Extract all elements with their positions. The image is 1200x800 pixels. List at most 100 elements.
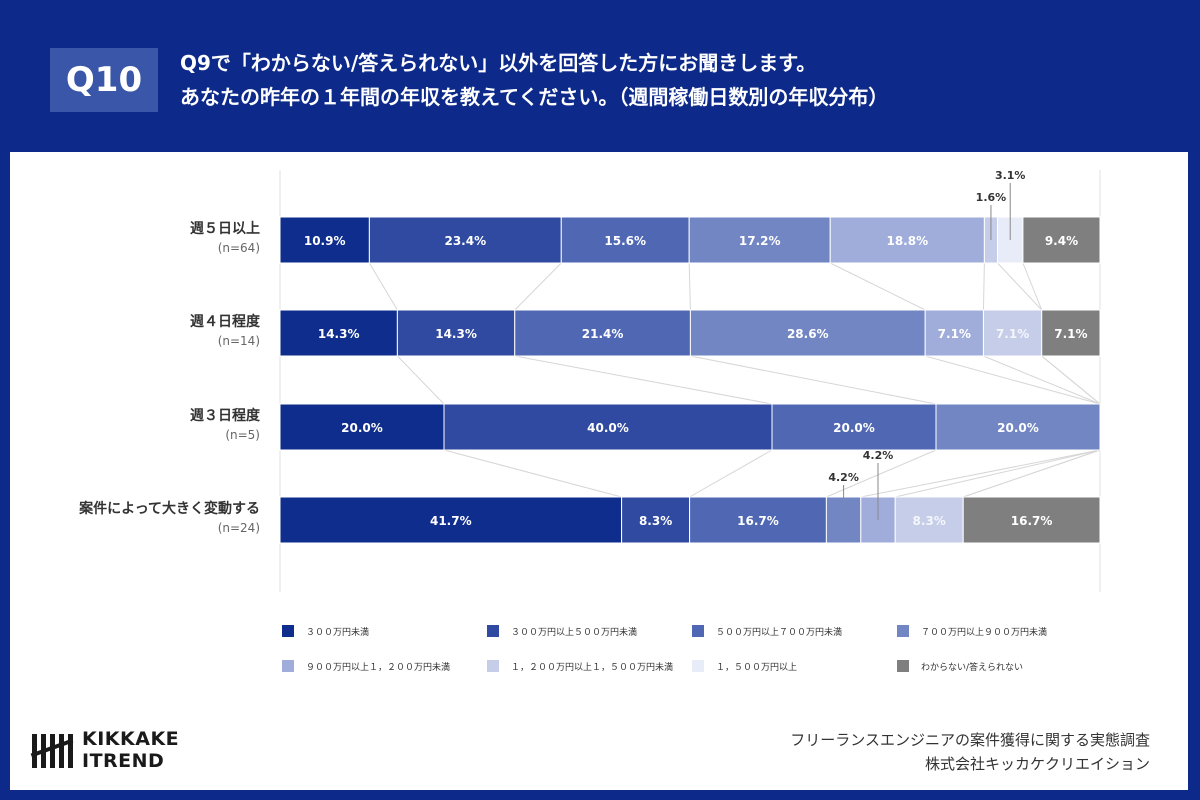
question-text: Q9で「わからない/答えられない」以外を回答した方にお聞きします。 あなたの昨年…	[180, 46, 1160, 114]
bar-value-label: 1.6%	[976, 191, 1007, 204]
connector-line	[689, 449, 773, 498]
bar-segment	[396, 309, 516, 357]
bar-segment	[514, 309, 691, 357]
connector-line	[895, 449, 1101, 498]
bar-value-label: 21.4%	[582, 327, 624, 341]
legend-swatch	[487, 660, 499, 672]
category-n-label: (n=64)	[218, 241, 260, 255]
bar-segment	[1022, 216, 1101, 264]
legend-swatch	[897, 660, 909, 672]
bar-segment	[560, 216, 690, 264]
question-line-2: あなたの昨年の１年間の年収を教えてください。（週間稼働日数別の年収分布）	[180, 85, 889, 109]
bar-value-label: 40.0%	[587, 421, 629, 435]
bar-value-label: 18.8%	[886, 234, 928, 248]
bar-value-label: 20.0%	[833, 421, 875, 435]
brand-logo: KIKKAKE ITREND	[30, 728, 200, 776]
bar-segment	[689, 309, 926, 357]
legend-label: ７００万円以上９００万円未満	[921, 626, 1047, 638]
bar-segment	[279, 496, 623, 544]
bar-value-label: 4.2%	[863, 449, 894, 462]
bar-segment	[771, 403, 937, 451]
bar-segment	[1041, 309, 1101, 357]
footer-credit: フリーランスエンジニアの案件獲得に関する実態調査 株式会社キッカケクリエイション	[790, 728, 1150, 776]
bar-segment	[962, 496, 1101, 544]
bar-segment	[829, 216, 985, 264]
legend-label: ３００万円未満	[306, 626, 369, 638]
bar-segment	[924, 309, 984, 357]
connector-line	[514, 262, 562, 311]
question-number-badge: Q10	[50, 48, 158, 112]
company-name: 株式会社キッカケクリエイション	[924, 755, 1150, 773]
bar-segment	[689, 496, 827, 544]
category-n-label: (n=24)	[218, 521, 260, 535]
bar-segment	[894, 496, 964, 544]
category-n-label: (n=5)	[225, 428, 260, 442]
logo-text-itrend: ITREND	[82, 750, 165, 772]
bar-value-label: 10.9%	[304, 234, 346, 248]
bar-value-label: 20.0%	[341, 421, 383, 435]
bar-value-label: 16.7%	[1011, 514, 1053, 528]
connector-line	[514, 355, 773, 405]
legend-label: ９００万円以上１，２００万円未満	[306, 661, 450, 673]
bar-segment	[279, 216, 370, 264]
legend-swatch	[692, 625, 704, 637]
bar-segment	[279, 403, 445, 451]
logo-text-kikkake: KIKKAKE	[82, 728, 180, 750]
bar-value-label: 14.3%	[318, 327, 360, 341]
connector-line	[829, 262, 926, 311]
legend-swatch	[692, 660, 704, 672]
connector-line	[925, 355, 1101, 405]
connector-line	[368, 262, 398, 311]
bar-value-label: 20.0%	[997, 421, 1039, 435]
bar-segment	[982, 309, 1043, 357]
legend-swatch	[897, 625, 909, 637]
chart-panel: 週５日以上 (n=64) 10.9% 23.4% 15.6% 17.2% 18.8% 1.6%…	[10, 152, 1188, 790]
bar-value-label: 17.2%	[739, 234, 781, 248]
bar-segment	[443, 403, 773, 451]
category-label: 週４日程度	[190, 313, 261, 330]
connector-line	[983, 355, 1101, 405]
bar-value-label: 7.1%	[938, 327, 971, 341]
legend-label: ３００万円以上５００万円未満	[511, 626, 637, 638]
category-label: 週３日程度	[190, 407, 261, 424]
legend-swatch	[487, 625, 499, 637]
bar-segment	[279, 309, 398, 357]
connector-line	[688, 262, 691, 311]
connector-line	[1022, 262, 1043, 311]
category-label: 週５日以上	[190, 221, 260, 237]
bar-segment	[621, 496, 691, 544]
connector-line	[1041, 355, 1101, 405]
connector-line	[397, 355, 445, 405]
connector-line	[443, 449, 622, 498]
bar-value-label: 7.1%	[996, 327, 1029, 341]
category-label: 案件によって大きく変動する	[78, 500, 260, 517]
legend-label: １，５００万円以上	[716, 662, 797, 673]
bar-value-label: 14.3%	[435, 327, 477, 341]
logo-mark-icon	[30, 734, 74, 768]
bar-value-label: 8.3%	[913, 514, 946, 528]
survey-title: フリーランスエンジニアの案件獲得に関する実態調査	[790, 731, 1150, 749]
category-n-label: (n=14)	[218, 334, 260, 348]
bar-value-label: 15.6%	[604, 234, 646, 248]
legend-swatch	[282, 625, 294, 637]
bar-value-label: 4.2%	[828, 471, 859, 484]
bar-value-label: 9.4%	[1045, 234, 1078, 248]
bar-value-label: 16.7%	[737, 514, 779, 528]
stacked-bar-chart: 週５日以上 (n=64) 10.9% 23.4% 15.6% 17.2% 18.8% 1.6%…	[78, 169, 1101, 673]
bar-segment	[368, 216, 562, 264]
connector-line	[997, 262, 1043, 311]
legend-label: １，２００万円以上１，５００万円未満	[511, 661, 673, 673]
bar-segment	[935, 403, 1101, 451]
bar-value-label: 8.3%	[639, 514, 672, 528]
connector-line	[860, 449, 1101, 498]
bar-value-label: 23.4%	[444, 234, 486, 248]
connector-line	[826, 449, 937, 498]
connector-line	[982, 262, 985, 311]
bar-value-label: 3.1%	[995, 169, 1026, 182]
legend-swatch	[282, 660, 294, 672]
legend-label: ５００万円以上７００万円未満	[716, 626, 842, 638]
bar-value-label: 28.6%	[787, 327, 829, 341]
legend-label: わからない/答えられない	[921, 661, 1023, 673]
bar-value-label: 41.7%	[430, 514, 472, 528]
connector-line	[690, 355, 937, 405]
